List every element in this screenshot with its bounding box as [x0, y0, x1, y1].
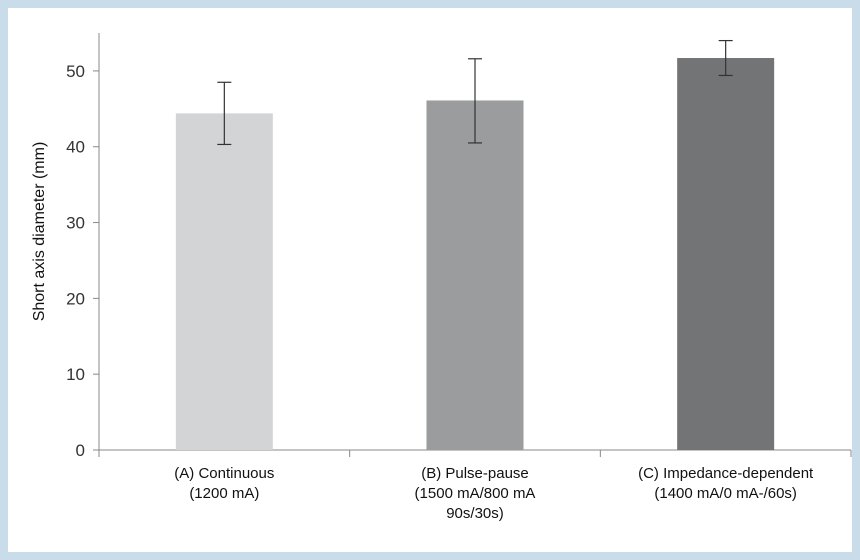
x-category-label-line: (1200 mA): [189, 485, 259, 502]
y-tick-label: 10: [66, 365, 85, 384]
y-tick-label: 0: [76, 441, 85, 460]
x-category-label-line: 90s/30s): [446, 505, 504, 522]
bar-group: [175, 58, 775, 451]
bar-chart: 0 10 20 30 40 50 (A) Continuous (1200 mA) (B) Pu…: [31, 33, 852, 522]
y-tick-label: 40: [66, 138, 85, 157]
bar: [426, 100, 524, 450]
y-tick-label: 50: [66, 62, 85, 81]
y-axis-title: Short axis diameter (mm): [31, 142, 48, 322]
x-category-label-line: (1400 mA/0 mA-/60s): [654, 485, 797, 502]
error-bar-group: [217, 39, 733, 146]
x-category-label-line: (C) Impedance-dependent: [638, 465, 814, 482]
y-tick-label: 30: [66, 214, 85, 233]
label-group: 0 10 20 30 40 50 (A) Continuous (1200 mA) (B) Pu…: [31, 62, 814, 522]
x-category-label-line: (B) Pulse-pause: [421, 465, 529, 482]
y-tick-label: 20: [66, 289, 85, 308]
x-category-label-line: (1500 mA/800 mA: [415, 485, 536, 502]
bar: [677, 58, 775, 451]
x-category-label: (B) Pulse-pause (1500 mA/800 mA 90s/30s): [415, 465, 536, 522]
x-category-label: (C) Impedance-dependent (1400 mA/0 mA-/60…: [638, 465, 814, 502]
x-category-label-line: (A) Continuous: [174, 465, 274, 482]
x-category-label: (A) Continuous (1200 mA): [174, 465, 274, 502]
chart-frame: 0 10 20 30 40 50 (A) Continuous (1200 mA) (B) Pu…: [8, 8, 852, 552]
bar: [175, 113, 273, 450]
